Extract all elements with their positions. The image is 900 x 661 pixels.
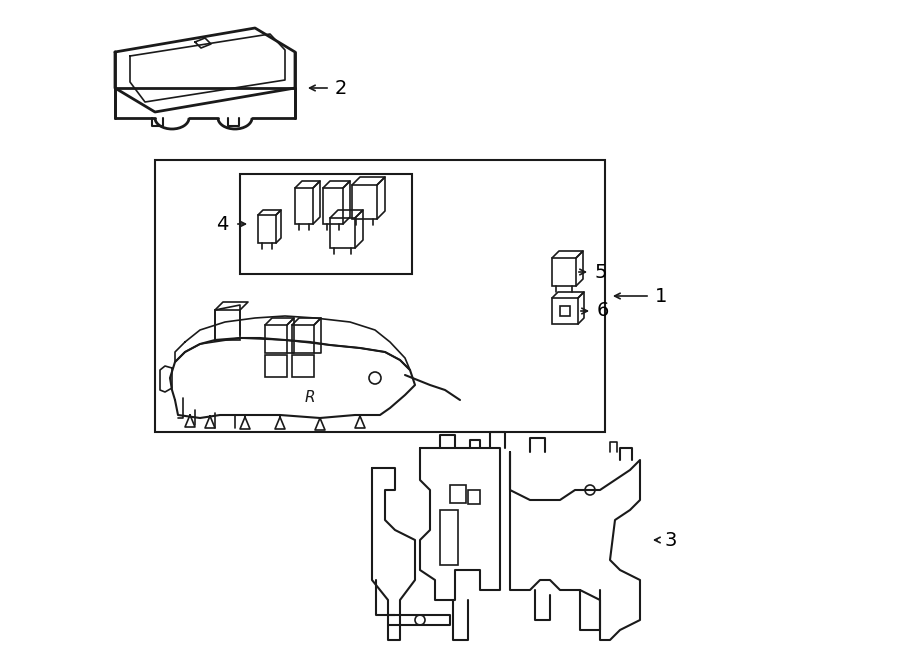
Bar (552, 298, 578, 324)
Text: R: R (305, 391, 315, 405)
Bar (560, 306, 570, 316)
Bar (295, 188, 313, 224)
Bar (265, 355, 287, 377)
Text: 4: 4 (216, 215, 228, 233)
Bar (440, 510, 458, 565)
Bar (330, 218, 355, 248)
Bar (468, 490, 480, 504)
Text: 3: 3 (665, 531, 678, 549)
Bar (292, 325, 314, 353)
Bar (215, 310, 240, 340)
Bar (258, 215, 276, 243)
Bar (552, 258, 576, 286)
Bar (450, 485, 466, 503)
Bar (240, 174, 412, 274)
Text: 6: 6 (597, 301, 609, 321)
Bar (352, 185, 377, 219)
Text: 5: 5 (595, 262, 608, 282)
Bar (323, 188, 343, 224)
Text: 2: 2 (335, 79, 347, 98)
Bar (292, 355, 314, 377)
Bar (155, 160, 605, 432)
Bar (265, 325, 287, 353)
Text: 1: 1 (655, 286, 668, 305)
